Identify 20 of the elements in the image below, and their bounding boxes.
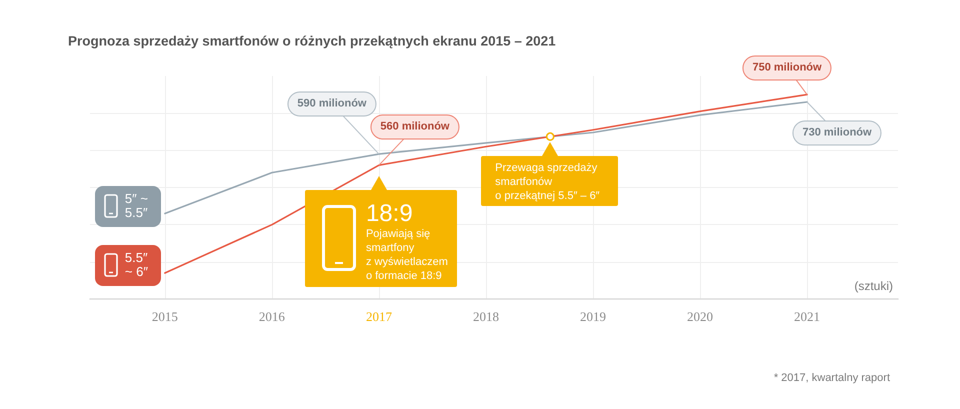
x-tick-label: 2019 bbox=[580, 309, 606, 324]
x-tick-label: 2018 bbox=[472, 309, 499, 324]
data-label: 590 milionów bbox=[287, 92, 376, 117]
annotation: 18:9 Pojawiają się smartfony z wyświetlaczem o formacie 18:9 bbox=[366, 200, 448, 284]
series-label: 5″ ~ 5.5″ bbox=[124, 191, 149, 220]
data-label: 730 milionów bbox=[792, 120, 882, 146]
annotation: (sztuki) bbox=[854, 279, 893, 293]
x-tick-label: 2015 bbox=[152, 309, 178, 324]
x-tick-label: 2016 bbox=[258, 309, 286, 324]
annotation: Przewaga sprzedaży smartfonów o przekątnej 5.5″ – 6″ bbox=[495, 160, 600, 203]
label-badge: 5″ ~ 5.5″ bbox=[94, 186, 161, 227]
data-label: 560 milionów bbox=[370, 114, 460, 140]
label-badge: 5.5″ ~ 6″ bbox=[94, 244, 161, 286]
series-label: 5.5″ ~ 6″ bbox=[124, 250, 149, 280]
x-tick-label: 2017 bbox=[366, 309, 392, 324]
x-tick-label: 2020 bbox=[687, 309, 714, 324]
text: * 2017, kwartalny raport bbox=[774, 372, 890, 384]
data-label: 750 milionów bbox=[742, 55, 832, 80]
x-tick-label: 2021 bbox=[794, 309, 820, 324]
chart-title: Prognoza sprzedaży smartfonów o różnych przekątnych ekranu 2015 – 2021 bbox=[68, 34, 556, 48]
